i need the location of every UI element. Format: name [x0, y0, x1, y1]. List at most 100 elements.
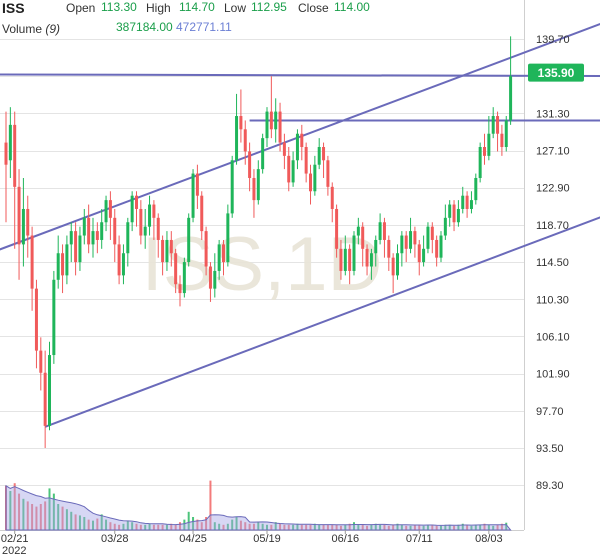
volume-bar	[48, 488, 51, 530]
candle-body	[430, 226, 434, 240]
candle-body	[274, 111, 278, 130]
candle-body	[4, 142, 8, 165]
candle-body	[396, 253, 399, 276]
candle-body	[478, 147, 482, 178]
candle-body	[400, 235, 404, 254]
candle-body	[187, 217, 191, 263]
volume-bar	[444, 524, 447, 530]
candle-body	[130, 195, 134, 223]
candle-body	[261, 138, 265, 170]
volume-bar	[148, 523, 151, 530]
candle-body	[21, 208, 25, 245]
candle-body	[208, 266, 212, 289]
volume-bar	[261, 523, 264, 530]
volume-bar	[44, 501, 47, 530]
volume-bar	[231, 519, 234, 530]
volume-bar	[318, 524, 321, 530]
volume-bar	[74, 514, 77, 530]
volume-bar	[126, 520, 129, 530]
candle-body	[426, 226, 430, 249]
candle-body	[452, 204, 456, 223]
candle-body	[161, 239, 165, 263]
candle-body	[282, 142, 286, 156]
close-label: Close	[298, 1, 329, 15]
volume-bar	[118, 524, 121, 530]
volume-ma-value: 472771.11	[176, 20, 232, 34]
volume-bar	[18, 493, 21, 530]
candle-body	[291, 160, 295, 183]
last-price-label: 135.90	[538, 66, 575, 80]
candle-body	[313, 164, 317, 192]
candle-body	[78, 235, 82, 263]
candle-body	[235, 116, 239, 161]
volume-bar	[61, 506, 64, 530]
time-tick-label: 08/03	[475, 533, 503, 545]
volume-bar	[361, 524, 364, 530]
candle-body	[248, 151, 252, 178]
price-tick-label: 106.10	[536, 331, 570, 343]
candle-body	[256, 169, 260, 201]
candle-body	[382, 222, 386, 240]
candle-body	[121, 253, 125, 276]
candle-body	[239, 116, 243, 130]
volume-bar	[305, 524, 308, 530]
volume-bar	[135, 523, 138, 530]
candle-body	[39, 350, 43, 373]
candle-body	[165, 239, 169, 263]
trend-line-upper-channel	[0, 23, 600, 251]
volume-bar	[326, 524, 329, 530]
candle-body	[339, 248, 343, 271]
candle-body	[509, 76, 513, 121]
candle-body	[304, 147, 308, 174]
candle-body	[139, 208, 143, 236]
candle-body	[404, 235, 408, 249]
candle-body	[287, 155, 291, 183]
volume-bar	[313, 523, 316, 530]
candle-body	[95, 231, 99, 240]
volume-bar	[96, 518, 99, 530]
candle-body	[8, 124, 12, 161]
volume-bar	[65, 509, 68, 530]
volume-bar	[57, 504, 60, 530]
candle-body	[26, 208, 30, 236]
price-tick-label: 101.90	[536, 369, 570, 381]
candle-body	[204, 231, 208, 267]
volume-bar	[22, 498, 25, 530]
volume-bar	[196, 519, 199, 530]
candle-body	[100, 222, 104, 240]
candle-body	[369, 253, 373, 267]
volume-bar	[39, 504, 42, 530]
candle-body	[13, 124, 17, 187]
candle-body	[469, 200, 473, 209]
volume-bar	[170, 523, 173, 530]
volume-bar	[392, 524, 395, 530]
volume-bar	[370, 524, 373, 530]
candle-body	[61, 253, 65, 276]
volume-bar	[366, 525, 369, 530]
volume-bar	[453, 525, 456, 530]
candle-body	[361, 226, 365, 249]
volume-bar	[353, 522, 355, 530]
candle-body	[322, 147, 326, 161]
candle-body	[496, 116, 500, 134]
volume-bar	[470, 525, 473, 530]
volume-bar	[183, 519, 186, 530]
volume-bar	[131, 522, 134, 530]
volume-bar	[144, 524, 147, 530]
close-value: 114.00	[334, 0, 370, 14]
candle-body	[69, 231, 73, 245]
volume-bar	[239, 520, 242, 530]
candle-body	[491, 116, 495, 134]
volume-bar	[9, 491, 12, 530]
candle-body	[213, 270, 217, 289]
candle-body	[117, 244, 121, 276]
volume-bar	[157, 524, 160, 530]
candle-body	[52, 279, 56, 356]
candle-body	[348, 248, 352, 271]
volume-bar	[500, 523, 503, 530]
candle-body	[182, 262, 186, 294]
candle-body	[374, 239, 378, 254]
volume-bar	[122, 523, 125, 530]
time-tick-label: 03/28	[101, 533, 129, 545]
